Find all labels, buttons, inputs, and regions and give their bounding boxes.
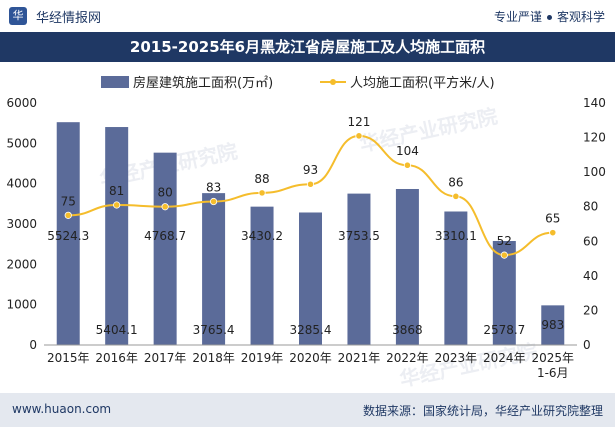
y-left-tick-label: 5000 (6, 136, 37, 150)
y-right-tick-label: 80 (583, 200, 598, 214)
footer-source: 数据来源：国家统计局，华经产业研究院整理 (362, 404, 603, 418)
x-tick-label: 2017年 (144, 351, 187, 365)
bar-value-label: 3765.4 (193, 323, 235, 337)
chart-area: 华经产业研究院华经产业研究院华经产业研究院房屋建筑施工面积(万㎡)人均施工面积(… (6, 75, 606, 392)
slogan: 专业严谨 客观科学 (494, 8, 605, 25)
line-value-label: 86 (448, 175, 463, 189)
legend-bar-label: 房屋建筑施工面积(万㎡) (133, 75, 273, 91)
y-left-tick-label: 4000 (6, 177, 37, 191)
bar (395, 188, 419, 345)
bar (347, 193, 371, 345)
slogan-right: 客观科学 (556, 10, 605, 24)
line-point (161, 203, 169, 211)
brand-name[interactable]: 华经情报网 (36, 11, 102, 26)
line-series-path (68, 134, 553, 257)
line-point (64, 211, 72, 219)
line-value-label: 52 (497, 234, 512, 248)
bar (250, 206, 274, 345)
x-tick-label: 2023年 (435, 351, 478, 365)
footer-site-link[interactable]: www.huaon.com (12, 402, 112, 416)
chart-title: 2015-2025年6月黑龙江省房屋施工及人均施工面积 (0, 32, 615, 62)
line-value-label: 81 (109, 184, 124, 198)
line-point (452, 192, 460, 200)
watermark-text: 华经产业研究院 (398, 339, 540, 392)
legend-line-label: 人均施工面积(平方米/人) (350, 75, 495, 91)
line-value-label: 121 (348, 115, 371, 129)
watermark-text: 华经产业研究院 (358, 104, 500, 157)
bar-value-label: 3430.2 (241, 229, 283, 243)
x-tick-label: 2019年 (241, 351, 284, 365)
x-tick-label: 2020年 (289, 351, 332, 365)
y-right-tick-label: 100 (583, 165, 606, 179)
x-tick-label: 1-6月 (537, 366, 569, 380)
bar (541, 305, 565, 345)
line-value-label: 75 (61, 194, 76, 208)
y-right-tick-label: 40 (583, 269, 598, 283)
line-point (403, 161, 412, 169)
y-left-tick-label: 2000 (6, 257, 37, 271)
separator-dot-icon (546, 15, 552, 20)
x-tick-label: 2025年 (531, 351, 574, 365)
bar-value-label: 3285.4 (290, 323, 332, 337)
brand-logo-icon: 华 (9, 7, 27, 25)
bar (105, 127, 129, 345)
bar-value-label: 5404.1 (96, 323, 138, 337)
x-tick-label: 2024年 (483, 351, 526, 365)
y-right-tick-label: 60 (583, 234, 598, 248)
bar (153, 152, 177, 345)
line-value-label: 88 (254, 172, 269, 186)
y-right-tick-label: 0 (583, 338, 591, 352)
line-value-label: 93 (303, 163, 318, 177)
y-right-tick-label: 140 (583, 96, 606, 110)
bar-value-label: 3310.1 (435, 229, 477, 243)
y-left-tick-label: 1000 (6, 298, 37, 312)
y-right-tick-label: 120 (583, 131, 606, 145)
y-left-tick-label: 0 (29, 338, 37, 352)
bar (56, 122, 80, 345)
line-point (306, 180, 315, 188)
line-value-label: 80 (157, 186, 172, 200)
line-point (549, 229, 557, 237)
x-tick-label: 2022年 (386, 351, 429, 365)
bar (299, 212, 322, 345)
y-left-tick-label: 3000 (6, 217, 37, 231)
legend-bar-swatch (101, 76, 129, 88)
line-value-label: 65 (545, 212, 560, 226)
bar (444, 211, 468, 345)
line-point (113, 201, 121, 209)
line-point (258, 189, 266, 197)
x-tick-label: 2016年 (95, 351, 138, 365)
legend-line-marker (330, 79, 336, 85)
x-tick-label: 2021年 (338, 351, 381, 365)
bar (202, 193, 226, 345)
bar (492, 240, 516, 345)
y-left-tick-label: 6000 (6, 96, 37, 110)
top-bar: 华 华经情报网 专业严谨 客观科学 (0, 0, 615, 32)
line-point (500, 251, 508, 259)
x-tick-label: 2015年 (47, 351, 90, 365)
bar-value-label: 4768.7 (144, 229, 186, 243)
x-tick-label: 2018年 (192, 351, 235, 365)
footer-bar: www.huaon.com 数据来源：国家统计局，华经产业研究院整理 (0, 393, 615, 427)
bar-value-label: 5524.3 (47, 229, 89, 243)
bar-value-label: 3753.5 (338, 229, 380, 243)
line-value-label: 83 (206, 181, 221, 195)
bar-value-label: 983 (541, 318, 564, 332)
line-value-label: 104 (396, 144, 419, 158)
bar-value-label: 3868 (392, 323, 423, 337)
slogan-left: 专业严谨 (493, 10, 542, 24)
y-right-tick-label: 20 (583, 303, 598, 317)
line-point (355, 132, 363, 140)
line-point (209, 197, 218, 206)
bar-value-label: 2578.7 (483, 323, 525, 337)
